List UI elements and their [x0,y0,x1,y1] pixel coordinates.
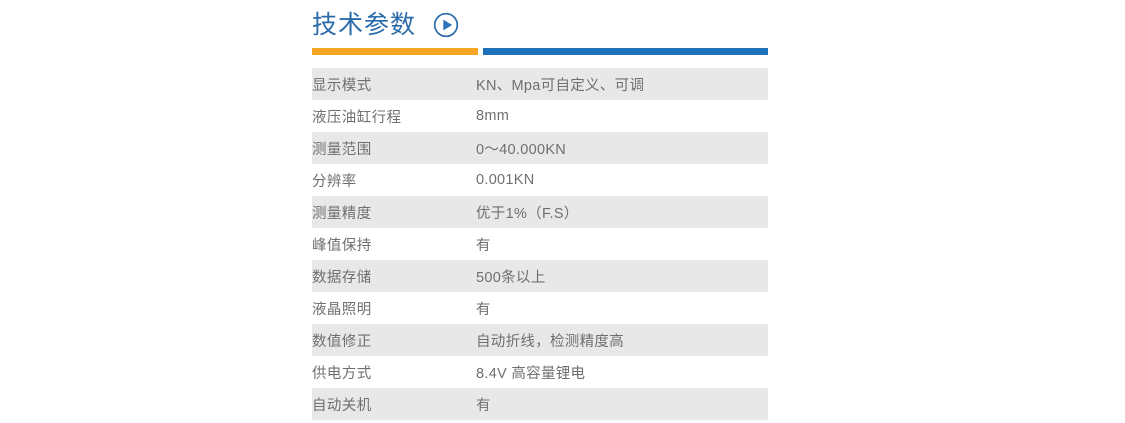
spec-table: 显示模式 KN、Mpa可自定义、可调 液压油缸行程 8mm 测量范围 0～40.… [312,68,768,420]
spec-label: 测量精度 [312,205,372,222]
table-row: 液晶照明 有 [312,292,768,324]
page-title: 技术参数 [312,11,417,39]
table-row: 自动关机 有 [312,388,768,420]
spec-value: 500条以上 [476,269,546,286]
title-underline [312,48,768,55]
spec-label: 液晶照明 [312,301,372,318]
spec-table-body: 显示模式 KN、Mpa可自定义、可调 液压油缸行程 8mm 测量范围 0～40.… [312,68,768,420]
table-row: 峰值保持 有 [312,228,768,260]
spec-value: 8.4V 高容量锂电 [476,365,586,382]
spec-label: 供电方式 [312,365,372,382]
table-row: 显示模式 KN、Mpa可自定义、可调 [312,68,768,100]
spec-value: 8mm [476,108,510,124]
title-row: 技术参数 [312,0,768,46]
spec-value: KN、Mpa可自定义、可调 [476,77,645,94]
spec-label: 自动关机 [312,397,372,414]
spec-value: 0～40.000KN [476,141,567,158]
spec-value: 有 [476,301,491,318]
spec-label: 数据存储 [312,269,372,286]
table-row: 供电方式 8.4V 高容量锂电 [312,356,768,388]
spec-value: 自动折线，检测精度高 [476,333,624,350]
table-row: 液压油缸行程 8mm [312,100,768,132]
underline-accent-blue [483,48,768,55]
spec-label: 液压油缸行程 [312,109,402,126]
play-circle-icon[interactable] [433,12,459,38]
spec-label: 数值修正 [312,333,372,350]
spec-label: 显示模式 [312,77,372,94]
section-header: 技术参数 [312,0,768,46]
table-row: 测量精度 优于1%（F.S） [312,196,768,228]
spec-value: 有 [476,237,491,254]
table-row: 数值修正 自动折线，检测精度高 [312,324,768,356]
underline-accent-orange [312,48,478,55]
table-row: 测量范围 0～40.000KN [312,132,768,164]
spec-value: 优于1%（F.S） [476,205,579,222]
table-row: 分辨率 0.001KN [312,164,768,196]
spec-value: 有 [476,397,491,414]
spec-label: 分辨率 [312,173,357,190]
table-row: 数据存储 500条以上 [312,260,768,292]
spec-label: 峰值保持 [312,237,372,254]
spec-value: 0.001KN [476,172,535,188]
spec-label: 测量范围 [312,141,372,158]
